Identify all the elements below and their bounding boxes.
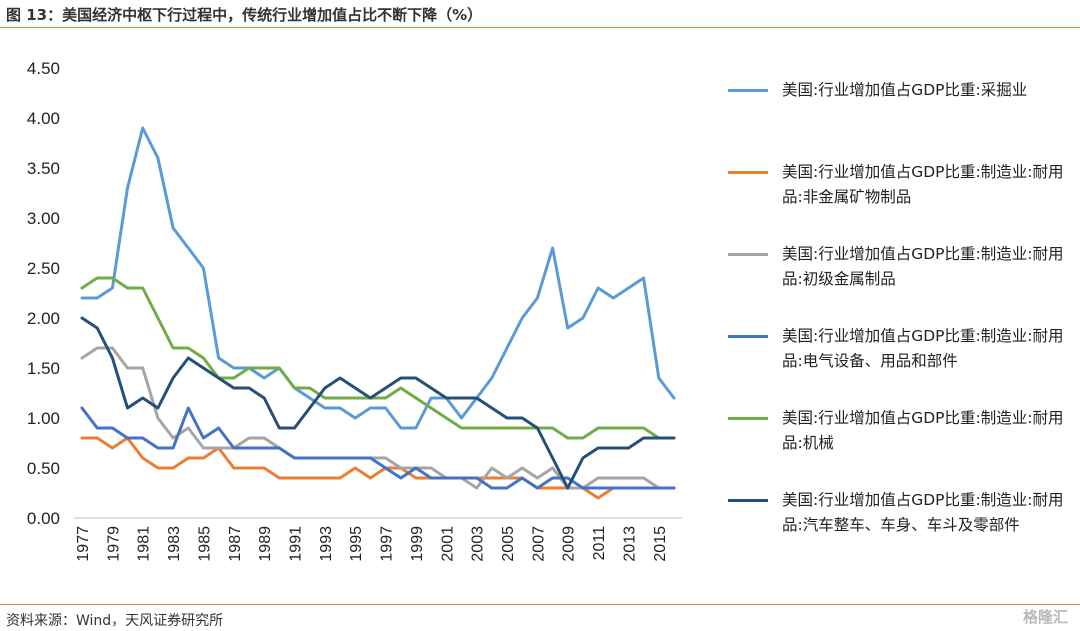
y-tick-label: 0.00	[27, 509, 60, 528]
y-tick-label: 3.50	[27, 159, 60, 178]
y-tick-label: 0.50	[27, 459, 60, 478]
legend-label: 美国:行业增加值占GDP比重:制造业:耐用品:电气设备、用品和部件	[782, 327, 1064, 370]
legend-label: 美国:行业增加值占GDP比重:制造业:耐用品:非金属矿物制品	[782, 163, 1064, 206]
legend-label: 美国:行业增加值占GDP比重:制造业:耐用品:汽车整车、车身、车斗及零部件	[782, 491, 1064, 534]
y-tick-label: 2.50	[27, 259, 60, 278]
legend-swatch	[728, 417, 768, 420]
watermark: 格隆汇	[1022, 608, 1068, 626]
legend-swatch	[728, 335, 768, 338]
series-line-4	[80, 406, 676, 490]
x-tick-label: 1981	[136, 526, 153, 562]
x-tick-label: 2003	[470, 526, 487, 562]
x-tick-label: 1997	[379, 526, 396, 562]
legend-swatch	[728, 253, 768, 256]
legend-label: 美国:行业增加值占GDP比重:采掘业	[782, 81, 1028, 99]
series-line-1	[80, 126, 676, 430]
legend-item-2: 美国:行业增加值占GDP比重:制造业:耐用品:非金属矿物制品	[728, 160, 1073, 242]
x-tick-label: 1995	[348, 526, 365, 562]
x-tick-label: 2005	[500, 526, 517, 562]
x-tick-label: 2009	[561, 526, 578, 562]
x-tick-label: 1991	[288, 526, 305, 562]
x-axis-ticks: 1977 1979 1981 1983 1985 1987 1989 1991 1993 1995…	[75, 526, 669, 562]
title-divider	[0, 27, 1080, 28]
x-tick-label: 1983	[166, 526, 183, 562]
legend-label: 美国:行业增加值占GDP比重:制造业:耐用品:初级金属制品	[782, 245, 1064, 288]
legend-swatch	[728, 499, 768, 502]
legend-item-5: 美国:行业增加值占GDP比重:制造业:耐用品:机械	[728, 406, 1073, 488]
series-line-6	[80, 316, 676, 490]
y-tick-label: 3.00	[27, 209, 60, 228]
x-tick-label: 2015	[652, 526, 669, 562]
legend-item-1: 美国:行业增加值占GDP比重:采掘业	[728, 78, 1073, 160]
x-tick-label: 1977	[75, 526, 92, 562]
line-chart: 0.00 0.50 1.00 1.50 2.00 2.50 3.00 3.50 4.00 4.50…	[27, 59, 682, 562]
x-tick-label: 1993	[318, 526, 335, 562]
series-lines	[80, 126, 676, 500]
legend-label: 美国:行业增加值占GDP比重:制造业:耐用品:机械	[782, 409, 1064, 452]
chart-title: 图 13：美国经济中枢下行过程中，传统行业增加值占比不断下降（%）	[6, 6, 483, 24]
source-note: 资料来源：Wind，天风证券研究所	[6, 613, 224, 629]
y-tick-label: 1.50	[27, 359, 60, 378]
legend-swatch	[728, 171, 768, 174]
legend: 美国:行业增加值占GDP比重:采掘业美国:行业增加值占GDP比重:制造业:耐用品…	[728, 78, 1073, 598]
x-tick-label: 2007	[530, 526, 547, 562]
legend-item-4: 美国:行业增加值占GDP比重:制造业:耐用品:电气设备、用品和部件	[728, 324, 1073, 406]
footer-divider	[0, 604, 1080, 605]
y-tick-label: 4.00	[27, 109, 60, 128]
y-axis-ticks: 0.00 0.50 1.00 1.50 2.00 2.50 3.00 3.50 4.00 4.50	[27, 59, 60, 528]
series-line-5	[80, 276, 676, 440]
x-tick-label: 1985	[196, 526, 213, 562]
x-tick-label: 2011	[591, 526, 608, 561]
y-tick-label: 4.50	[27, 59, 60, 78]
x-tick-label: 1999	[409, 526, 426, 562]
x-tick-label: 1979	[105, 526, 122, 562]
legend-swatch	[728, 89, 768, 92]
legend-item-6: 美国:行业增加值占GDP比重:制造业:耐用品:汽车整车、车身、车斗及零部件	[728, 488, 1073, 598]
series-line-3	[80, 346, 676, 490]
y-tick-label: 2.00	[27, 309, 60, 328]
x-tick-label: 2013	[621, 526, 638, 562]
legend-item-3: 美国:行业增加值占GDP比重:制造业:耐用品:初级金属制品	[728, 242, 1073, 324]
x-tick-label: 1989	[257, 526, 274, 562]
x-tick-label: 1987	[227, 526, 244, 562]
y-tick-label: 1.00	[27, 409, 60, 428]
x-tick-label: 2001	[439, 526, 456, 562]
